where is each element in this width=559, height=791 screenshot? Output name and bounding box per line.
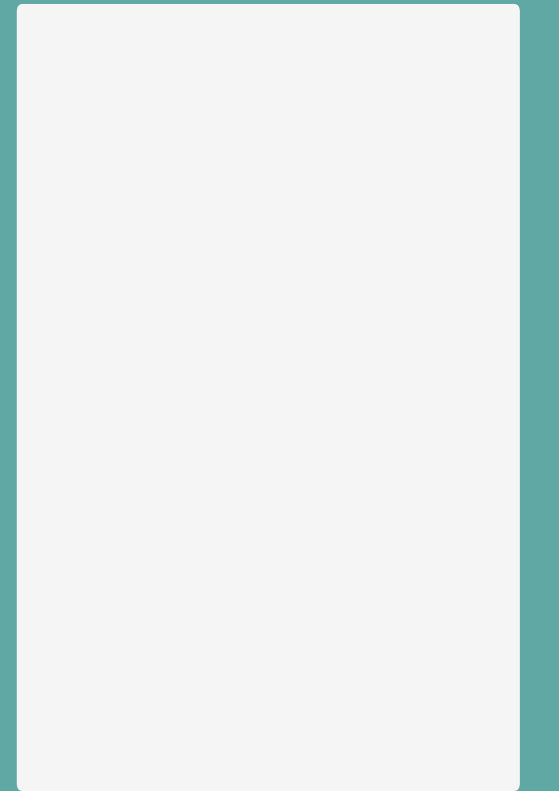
Text: 7.) $y = \left(\dfrac{x-6}{3x+4}\right)^{\frac{1}{3}}$: 7.) $y = \left(\dfrac{x-6}{3x+4}\right)^… bbox=[61, 429, 165, 454]
Text: Find the value of x for which the: Find the value of x for which the bbox=[278, 67, 480, 81]
Text: of x:: of x: bbox=[37, 575, 65, 588]
Text: 2.) $y = \sqrt{5-6x}$: 2.) $y = \sqrt{5-6x}$ bbox=[61, 240, 157, 259]
Text: 5.) $y = (2X+5)\sqrt{4X-1}$: 5.) $y = (2X+5)\sqrt{4X-1}$ bbox=[61, 350, 208, 369]
Text: 11.) $y = (2x-1)^3 + \dfrac{4}{\sqrt{3x-2}}$ ,  $x = 2$: 11.) $y = (2x-1)^3 + \dfrac{4}{\sqrt{3x-… bbox=[37, 643, 257, 671]
Text: 10.)    $y = \sqrt{6-\sqrt{x}}$ ,  $x = 4$: 10.) $y = \sqrt{6-\sqrt{x}}$ , $x = 4$ bbox=[61, 603, 227, 626]
Text: 6.) $y = \left(\dfrac{2x-3}{5x+1}\right)^4$: 6.) $y = \left(\dfrac{2x-3}{5x+1}\right)… bbox=[61, 382, 165, 408]
Text: curve at the given point.: curve at the given point. bbox=[37, 713, 192, 727]
Text: Find the value of x given that: Find the value of x given that bbox=[278, 277, 462, 290]
Text: derivatives problem, apply the: derivatives problem, apply the bbox=[37, 54, 229, 66]
Text: derivative is zero.: derivative is zero. bbox=[278, 90, 390, 104]
Text: Used the standard electrical plates: Used the standard electrical plates bbox=[37, 127, 257, 141]
Text: Solve the following calculus: Solve the following calculus bbox=[37, 28, 211, 42]
Text: 14. ) $y = x^4 - 8x^3 + 22x^2 - 24x + 9$: 14. ) $y = x^4 - 8x^3 + 22x^2 - 24x + 9$ bbox=[278, 146, 493, 165]
Text: format.: format. bbox=[37, 152, 83, 165]
Text: Find the slope of a tangent to the: Find the slope of a tangent to the bbox=[37, 691, 247, 703]
Text: appropriate differentiation rules to: appropriate differentiation rules to bbox=[37, 78, 254, 91]
Text: Evaluate $\frac{dy}{dx}$ at the specified value: Evaluate $\frac{dy}{dx}$ at the specifie… bbox=[37, 552, 249, 576]
Text: 13.) $y = \dfrac{\sqrt{10-2x}}{3x}$  $(3, \, ^2\!/_9)$: 13.) $y = \dfrac{\sqrt{10-2x}}{3x}$ $(3,… bbox=[278, 28, 438, 59]
Text: 4.) $y = \dfrac{4x-5}{2x+1}$: 4.) $y = \dfrac{4x-5}{2x+1}$ bbox=[61, 305, 146, 331]
Text: the given function, Simplify the result.: the given function, Simplify the result. bbox=[37, 103, 277, 115]
Text: 15.) $y = \dfrac{x-1}{x^2-2x+5}$: 15.) $y = \dfrac{x-1}{x^2-2x+5}$ bbox=[278, 239, 400, 267]
Text: 16. $y = x^{\frac{2}{3}} - x^{\frac{1}{3}}$  and  $\dfrac{dy}{dx} = \dfrac{1}{4}: 16. $y = x^{\frac{2}{3}} - x^{\frac{1}{3… bbox=[278, 333, 448, 364]
Text: 1.) $y = 5x^2 - 4x^2 + 3x - 6$: 1.) $y = 5x^2 - 4x^2 + 3x - 6$ bbox=[61, 210, 220, 229]
Text: 9.) $y = \dfrac{2}{(4x+1)^3}$: 9.) $y = \dfrac{2}{(4x+1)^3}$ bbox=[61, 509, 162, 538]
Text: 12.) $y = x - 2x^{-1}$,  $(2,3)$: 12.) $y = x - 2x^{-1}$, $(2,3)$ bbox=[37, 738, 186, 758]
Text: Find $\frac{dy}{dx}$ of each of the following:: Find $\frac{dy}{dx}$ of each of the foll… bbox=[37, 180, 235, 204]
Text: 8.) $y = 4(\sqrt{x}+1)^5$: 8.) $y = 4(\sqrt{x}+1)^5$ bbox=[61, 476, 172, 495]
Text: 3.) $y = (3x^2 - 4x + 1)^5$: 3.) $y = (3x^2 - 4x + 1)^5$ bbox=[61, 273, 198, 292]
